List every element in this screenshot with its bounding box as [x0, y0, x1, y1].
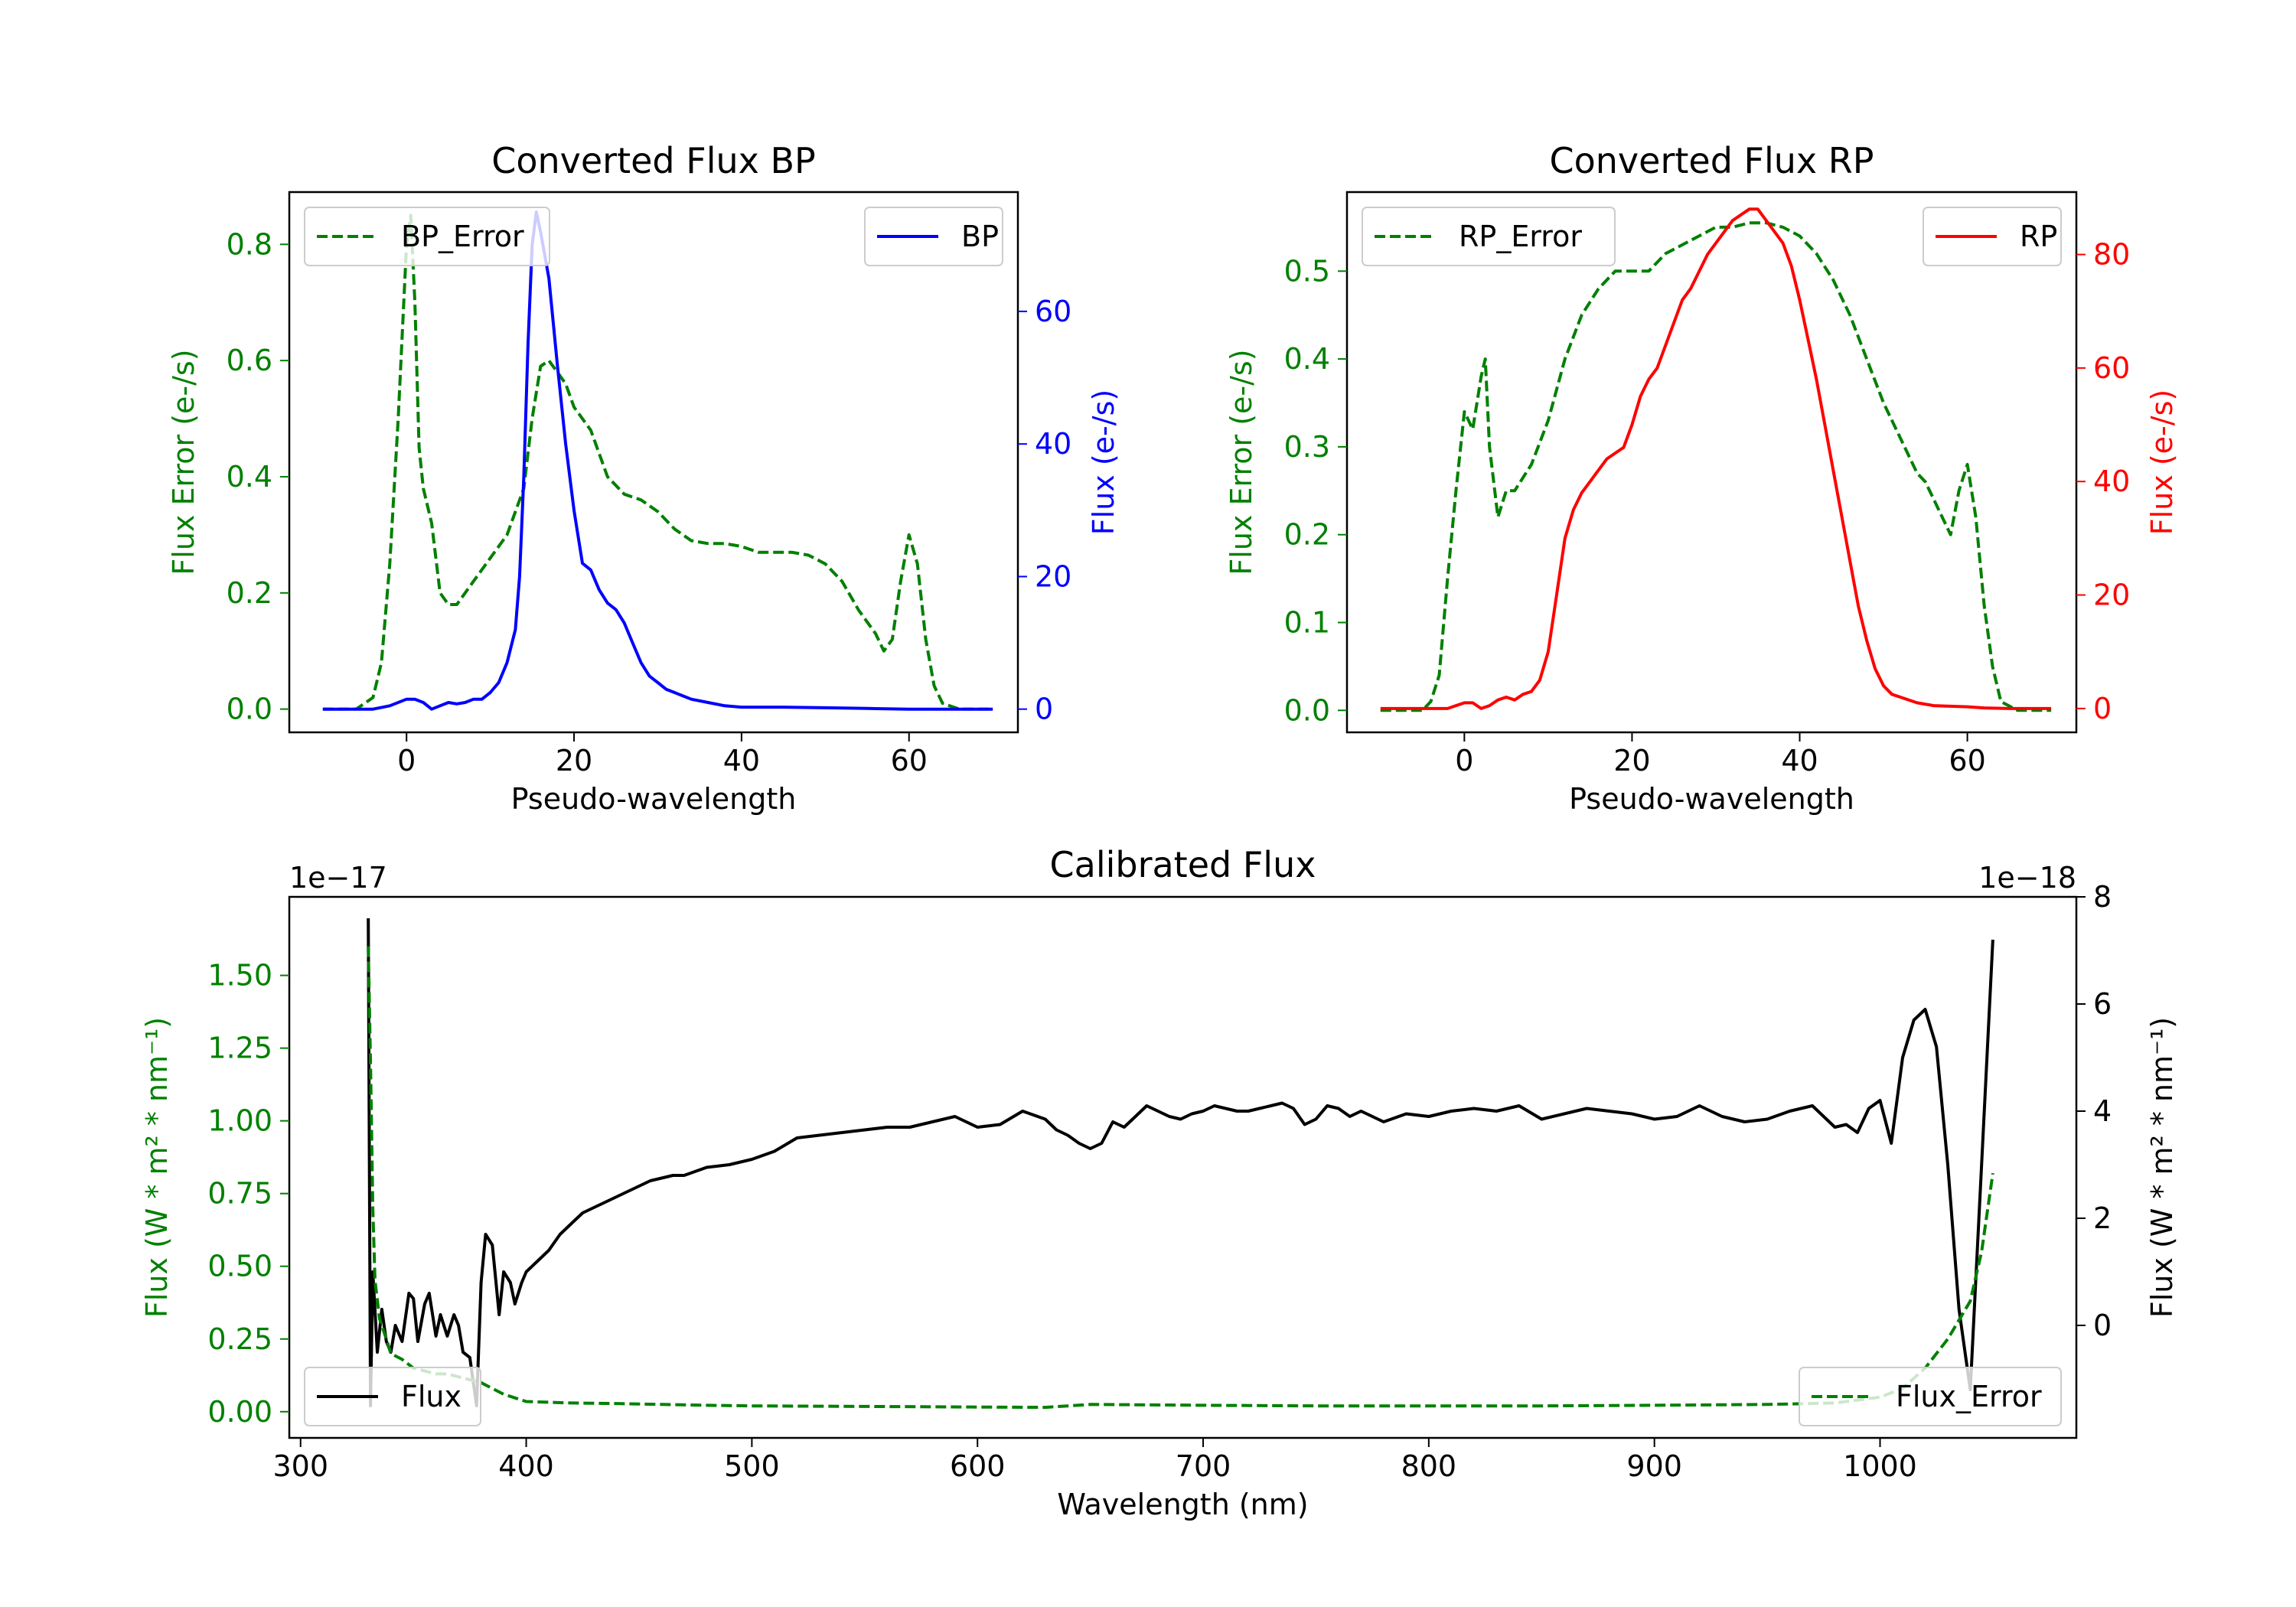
- y-right-offset-label: 1e−18: [1978, 861, 2076, 895]
- axes-frame: [1345, 191, 2078, 734]
- legend-frame: [1799, 1367, 2062, 1426]
- x-tick-label: 60: [891, 744, 928, 777]
- legend-label: BP: [961, 220, 999, 253]
- legend-left: BP_Error: [304, 207, 550, 266]
- y-left-axis-label: Flux (W * m² * nm⁻¹): [140, 1017, 174, 1318]
- bp-panel: 0 20 40 60 0.0 0.2 0.4 0.6 0.8 0 20 40 60 Converted F…: [167, 140, 1120, 816]
- y-right-tick-label: 60: [1035, 295, 1071, 328]
- y-right-tick-label: 0: [1035, 693, 1053, 726]
- legend-label: RP_Error: [1459, 220, 1582, 253]
- x-tick-label: 0: [397, 744, 416, 777]
- legend-label: RP: [2020, 220, 2057, 253]
- y-left-tick-label: 0.2: [227, 576, 272, 610]
- x-tick-label: 0: [1455, 744, 1473, 777]
- series-group: [322, 210, 993, 711]
- y-right-tick-label: 20: [1035, 559, 1071, 593]
- axes-frame: [288, 895, 2078, 1439]
- x-axis-label: Wavelength (nm): [1057, 1488, 1308, 1521]
- y-left-axis-label: Flux Error (e-/s): [1225, 349, 1258, 575]
- series-line-bp: [322, 210, 993, 711]
- legend-label: Flux: [401, 1380, 461, 1413]
- series-line-rp: [1380, 207, 2052, 710]
- rp-panel: 0 20 40 60 0.0 0.1 0.2 0.3 0.4 0.5 0 20 40 60 80 Conver…: [1225, 140, 2179, 816]
- chart-title: Converted Flux BP: [491, 140, 816, 181]
- y-left-tick-label: 1.50: [207, 959, 272, 993]
- y-right-axis-label: Flux (e-/s): [2145, 390, 2179, 535]
- x-tick-label: 600: [950, 1449, 1006, 1483]
- series-group: [1380, 207, 2052, 712]
- y-right-tick-label: 40: [1035, 427, 1071, 461]
- y-left-offset-label: 1e−17: [289, 861, 387, 895]
- chart-title: Converted Flux RP: [1550, 140, 1874, 181]
- x-tick-label: 500: [724, 1449, 780, 1483]
- y-right-axis-label: Flux (W * m² * nm⁻¹): [2145, 1017, 2179, 1318]
- legend-frame: [304, 207, 550, 266]
- x-tick-label: 400: [498, 1449, 554, 1483]
- x-axis-label: Pseudo-wavelength: [511, 782, 797, 816]
- chart-title: Calibrated Flux: [1050, 844, 1316, 885]
- y-right-tick-label: 6: [2093, 987, 2112, 1021]
- y-left-tick-label: 0.8: [227, 227, 272, 261]
- x-tick-label: 900: [1626, 1449, 1682, 1483]
- x-tick-label: 40: [1781, 744, 1818, 777]
- y-left-tick-label: 0.1: [1284, 606, 1330, 640]
- y-right-tick-label: 20: [2093, 579, 2130, 612]
- y-right-tick-label: 0: [2093, 1309, 2112, 1342]
- legend-label: BP_Error: [401, 220, 524, 253]
- y-right-tick-label: 40: [2093, 464, 2130, 498]
- y-left-tick-label: 0.00: [207, 1395, 272, 1429]
- y-left-tick-label: 0.6: [227, 344, 272, 377]
- y-left-tick-label: 0.5: [1284, 254, 1330, 288]
- legend-right: RP: [1923, 207, 2062, 266]
- y-left-tick-label: 0.50: [207, 1250, 272, 1283]
- y-right-tick-label: 0: [2093, 692, 2112, 725]
- x-tick-label: 20: [556, 744, 592, 777]
- y-right-tick-label: 8: [2093, 880, 2112, 914]
- x-tick-label: 60: [1949, 744, 1985, 777]
- y-left-tick-label: 0.3: [1284, 430, 1330, 464]
- y-left-tick-label: 0.25: [207, 1322, 272, 1356]
- x-tick-label: 700: [1176, 1449, 1231, 1483]
- y-left-tick-label: 0.0: [227, 693, 272, 726]
- y-left-tick-label: 1.00: [207, 1104, 272, 1138]
- y-right-axis-label: Flux (e-/s): [1087, 390, 1120, 535]
- y-right-tick-label: 4: [2093, 1094, 2112, 1128]
- series-line-flux-error: [367, 946, 1994, 1410]
- y-left-tick-label: 0.4: [1284, 342, 1330, 376]
- x-tick-label: 800: [1401, 1449, 1457, 1483]
- series-line-bp-error: [322, 214, 993, 711]
- legend-label: Flux_Error: [1896, 1380, 2042, 1413]
- legend-right: Flux_Error: [1799, 1367, 2062, 1426]
- y-left-axis-label: Flux Error (e-/s): [167, 349, 201, 575]
- x-tick-label: 40: [723, 744, 760, 777]
- calibrated-panel: 300 400 500 600 700 800 900 1000 0.00 0.25 0.50 0.7…: [140, 844, 2179, 1521]
- y-left-tick-label: 0.4: [227, 460, 272, 494]
- y-left-tick-label: 0.0: [1284, 693, 1330, 727]
- legend-left: Flux: [304, 1367, 481, 1426]
- legend-frame: [304, 1367, 481, 1426]
- legend-right: BP: [864, 207, 1003, 266]
- y-right-tick-label: 2: [2093, 1201, 2112, 1235]
- legend-frame: [1362, 207, 1616, 266]
- series-group: [367, 918, 1994, 1410]
- series-line-rp-error: [1380, 221, 2052, 712]
- y-right-tick-label: 80: [2093, 238, 2130, 272]
- axes-frame: [288, 191, 1019, 734]
- series-line-flux: [367, 918, 1994, 1407]
- legend-left: RP_Error: [1362, 207, 1616, 266]
- x-tick-label: 300: [272, 1449, 328, 1483]
- y-left-tick-label: 1.25: [207, 1032, 272, 1065]
- y-right-tick-label: 60: [2093, 351, 2130, 385]
- x-axis-label: Pseudo-wavelength: [1569, 782, 1854, 816]
- y-left-tick-label: 0.2: [1284, 518, 1330, 552]
- x-tick-label: 20: [1613, 744, 1650, 777]
- y-left-tick-label: 0.75: [207, 1177, 272, 1211]
- x-tick-label: 1000: [1843, 1449, 1917, 1483]
